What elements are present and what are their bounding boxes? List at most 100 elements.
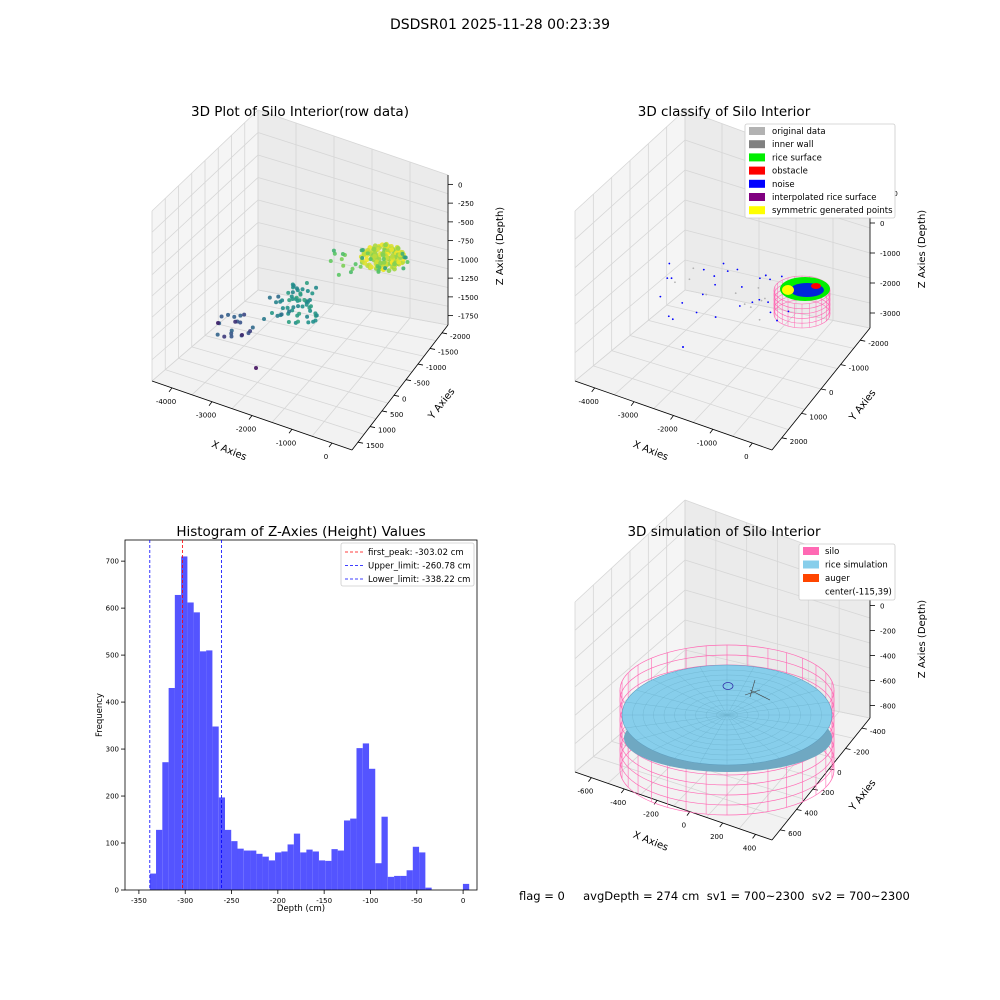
data-point bbox=[248, 329, 253, 334]
y-tick bbox=[441, 332, 448, 335]
data-point bbox=[295, 313, 300, 318]
histogram-bar bbox=[462, 883, 470, 890]
data-point bbox=[328, 259, 333, 264]
data-point bbox=[377, 265, 382, 270]
grid-line bbox=[574, 229, 686, 325]
grid-line bbox=[574, 139, 686, 240]
x-tick-label: -350 bbox=[131, 897, 147, 905]
noise-point bbox=[722, 262, 725, 265]
grid-line bbox=[593, 756, 789, 821]
x-tick bbox=[752, 834, 756, 839]
histogram-bar bbox=[287, 844, 294, 890]
noise-point bbox=[758, 318, 761, 321]
y-tick-label: 100 bbox=[106, 840, 119, 848]
legend-label: Lower_limit: -338.22 cm bbox=[368, 575, 470, 585]
histogram-bar bbox=[262, 856, 269, 890]
x-tick-label: 0 bbox=[461, 897, 465, 905]
data-point bbox=[350, 266, 355, 271]
data-point bbox=[381, 256, 386, 261]
data-point bbox=[383, 242, 388, 248]
histogram-bar bbox=[218, 797, 226, 890]
data-point bbox=[286, 290, 291, 295]
data-point bbox=[389, 247, 395, 253]
histogram-bar bbox=[268, 860, 276, 890]
histogram-bar bbox=[318, 860, 326, 890]
grid-line bbox=[574, 529, 686, 631]
data-point bbox=[386, 268, 392, 274]
data-point bbox=[274, 300, 279, 305]
legend-label: obstacle bbox=[772, 167, 808, 177]
panel-raw-3d: -4000 -3000 -2000 -1000 0 1500 1000 500 0 -500 -10… bbox=[151, 104, 506, 463]
rice-mesh bbox=[699, 714, 728, 764]
z-tick-label: -2000 bbox=[880, 280, 900, 288]
x-tick-label: -3000 bbox=[196, 412, 216, 420]
z-tick-label: -800 bbox=[880, 703, 896, 711]
histogram-bar bbox=[237, 848, 244, 890]
x-tick-label: 400 bbox=[743, 844, 756, 852]
data-point bbox=[262, 316, 267, 321]
grid-line bbox=[151, 109, 259, 212]
x-tick-label: 0 bbox=[682, 822, 686, 830]
x-tick bbox=[620, 788, 625, 794]
rice-simulation bbox=[621, 664, 833, 772]
y-tick-label: 1500 bbox=[366, 442, 384, 450]
data-point bbox=[296, 304, 301, 309]
y-tick bbox=[780, 829, 786, 832]
x-tick-label: -250 bbox=[224, 897, 240, 905]
data-point bbox=[389, 254, 395, 259]
x-tick bbox=[588, 777, 592, 782]
data-point bbox=[296, 319, 301, 324]
data-point bbox=[276, 294, 281, 299]
y-tick bbox=[861, 727, 867, 730]
data-point bbox=[242, 312, 247, 317]
x-tick bbox=[709, 429, 714, 434]
data-point bbox=[359, 248, 364, 253]
data-point bbox=[232, 314, 237, 319]
x-tick-label: -2000 bbox=[236, 426, 256, 434]
legend-label: center(-115,39) bbox=[825, 588, 892, 598]
rice-mesh bbox=[674, 671, 728, 716]
data-point bbox=[380, 252, 386, 258]
z-tick-label: 0 bbox=[458, 181, 462, 189]
grid-line bbox=[666, 304, 854, 349]
data-point bbox=[314, 285, 319, 290]
x-axis-line bbox=[574, 771, 773, 841]
z-tick-label: -1750 bbox=[458, 313, 478, 321]
x-tick-label: -300 bbox=[177, 897, 193, 905]
noise-point bbox=[734, 292, 737, 295]
grid-line bbox=[684, 289, 871, 329]
histogram-bar bbox=[256, 853, 263, 890]
obstacle-points bbox=[811, 283, 821, 289]
data-point bbox=[286, 319, 291, 324]
z-tick-label: 0 bbox=[880, 603, 884, 611]
legend-label: interpolated rice surface bbox=[772, 193, 877, 203]
histogram-bar bbox=[368, 768, 376, 890]
grid-line bbox=[574, 169, 686, 268]
grid-line bbox=[593, 365, 789, 431]
x-tick-label: -1000 bbox=[276, 439, 296, 447]
rice-mesh bbox=[726, 666, 755, 716]
x-tick-label: 200 bbox=[710, 833, 723, 841]
z-tick-label: -1000 bbox=[458, 256, 478, 264]
histogram-bar bbox=[312, 851, 319, 890]
data-point bbox=[396, 259, 402, 265]
noise-point bbox=[776, 319, 778, 322]
data-point bbox=[300, 287, 305, 292]
noise-point bbox=[749, 306, 752, 309]
histogram-bar bbox=[187, 602, 194, 890]
legend-swatch bbox=[749, 153, 765, 162]
y-tick bbox=[393, 394, 400, 397]
y-tick-label: 600 bbox=[106, 605, 119, 613]
histogram-bar bbox=[306, 849, 313, 890]
rice-mesh bbox=[726, 671, 780, 716]
data-point bbox=[215, 332, 220, 337]
panel-title: Histogram of Z-Axies (Height) Values bbox=[176, 524, 425, 540]
x-tick bbox=[653, 800, 658, 805]
x-tick-label: -400 bbox=[610, 799, 626, 807]
y-tick bbox=[369, 426, 376, 428]
data-point bbox=[374, 259, 380, 265]
rice-mesh bbox=[726, 689, 818, 716]
noise-point bbox=[671, 318, 674, 321]
legend: first_peak: -303.02 cm Upper_limit: -260.… bbox=[340, 542, 475, 587]
y-tick bbox=[417, 363, 424, 366]
